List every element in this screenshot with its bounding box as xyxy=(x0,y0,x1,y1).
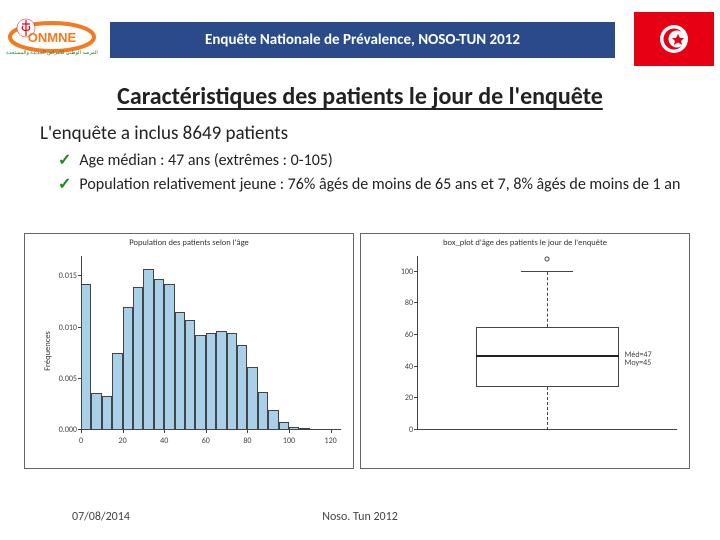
histogram-bar xyxy=(247,367,257,430)
check-icon: ✓ xyxy=(58,174,71,196)
histogram-bar xyxy=(237,345,247,430)
histogram-ytick: 0.000 xyxy=(37,425,77,435)
banner-title: Enquête Nationale de Prévalence, NOSO-TU… xyxy=(110,22,615,58)
footer-center: Noso. Tun 2012 xyxy=(0,510,720,524)
histogram-bar xyxy=(299,428,309,430)
boxplot-annotation: Moy=45 xyxy=(625,358,652,368)
histogram-bar xyxy=(102,396,112,430)
bullet-item: ✓ Age médian : 47 ans (extrêmes : 0-105) xyxy=(58,150,698,172)
boxplot-plot-area: 020406080100Méd=47Moy=45 xyxy=(417,256,677,446)
bullet-text: Population relativement jeune : 76% âgés… xyxy=(79,174,680,196)
tunisia-flag xyxy=(634,12,714,66)
boxplot-ytick: 100 xyxy=(383,267,413,277)
bullet-list: ✓ Age médian : 47 ans (extrêmes : 0-105)… xyxy=(58,150,698,197)
header: ONMNE المرصد الوطني للأمراض الجديدة والم… xyxy=(0,10,720,68)
histogram-ytick: 0.010 xyxy=(37,323,77,333)
boxplot-ytick: 60 xyxy=(383,330,413,340)
check-icon: ✓ xyxy=(58,150,71,172)
histogram-bar xyxy=(206,333,216,430)
histogram-bar xyxy=(91,393,101,430)
boxplot-outlier xyxy=(545,256,550,261)
svg-text:المرصد الوطني للأمراض الجديدة: المرصد الوطني للأمراض الجديدة والمستجدة xyxy=(6,48,98,56)
histogram-bar xyxy=(143,269,153,430)
histogram-bar xyxy=(268,410,278,430)
histogram-bar xyxy=(227,333,237,430)
histogram-bar xyxy=(289,427,299,430)
histogram-title: Population des patients selon l'âge xyxy=(25,238,353,248)
histogram-bar xyxy=(195,335,205,430)
histogram-bar xyxy=(123,307,133,430)
boxplot-ytick: 20 xyxy=(383,393,413,403)
histogram-bar xyxy=(133,287,143,430)
histogram-chart: Population des patients selon l'âge Fréq… xyxy=(24,233,354,469)
histogram-xtick: 80 xyxy=(243,436,251,446)
histogram-bar xyxy=(175,312,185,430)
boxplot-ytick: 40 xyxy=(383,362,413,372)
histogram-ytick: 0.005 xyxy=(37,374,77,384)
histogram-bar xyxy=(279,422,289,430)
histogram-bar xyxy=(164,284,174,430)
subtitle: L'enquête a inclus 8649 patients xyxy=(40,122,288,145)
histogram-xtick: 120 xyxy=(325,436,337,446)
histogram-xtick: 40 xyxy=(160,436,168,446)
histogram-bar xyxy=(112,353,122,430)
histogram-bar xyxy=(154,279,164,430)
histogram-ylabel: Fréquences xyxy=(43,331,53,371)
histogram-xtick: 100 xyxy=(283,436,295,446)
boxplot-ytick: 0 xyxy=(383,425,413,435)
histogram-xtick: 60 xyxy=(202,436,210,446)
histogram-xtick: 0 xyxy=(79,436,83,446)
histogram-ytick: 0.015 xyxy=(37,271,77,281)
bullet-item: ✓ Population relativement jeune : 76% âg… xyxy=(58,174,698,196)
histogram-bar xyxy=(185,320,195,430)
histogram-plot-area: 0204060801001200.0000.0050.0100.015 xyxy=(81,256,341,446)
boxplot-ytick: 80 xyxy=(383,298,413,308)
svg-text:ONMNE: ONMNE xyxy=(28,30,77,45)
boxplot-title: box_plot d'âge des patients le jour de l… xyxy=(361,238,689,248)
charts-row: Population des patients selon l'âge Fréq… xyxy=(24,233,690,469)
page-title: Caractéristiques des patients le jour de… xyxy=(0,82,720,111)
bullet-text: Age médian : 47 ans (extrêmes : 0-105) xyxy=(79,150,332,172)
histogram-bar xyxy=(81,284,91,430)
onmne-logo: ONMNE المرصد الوطني للأمراض الجديدة والم… xyxy=(4,6,114,68)
boxplot-chart: box_plot d'âge des patients le jour de l… xyxy=(360,233,690,469)
histogram-bar xyxy=(216,331,226,430)
boxplot-box xyxy=(476,327,619,387)
histogram-xtick: 20 xyxy=(119,436,127,446)
histogram-bar xyxy=(258,392,268,430)
